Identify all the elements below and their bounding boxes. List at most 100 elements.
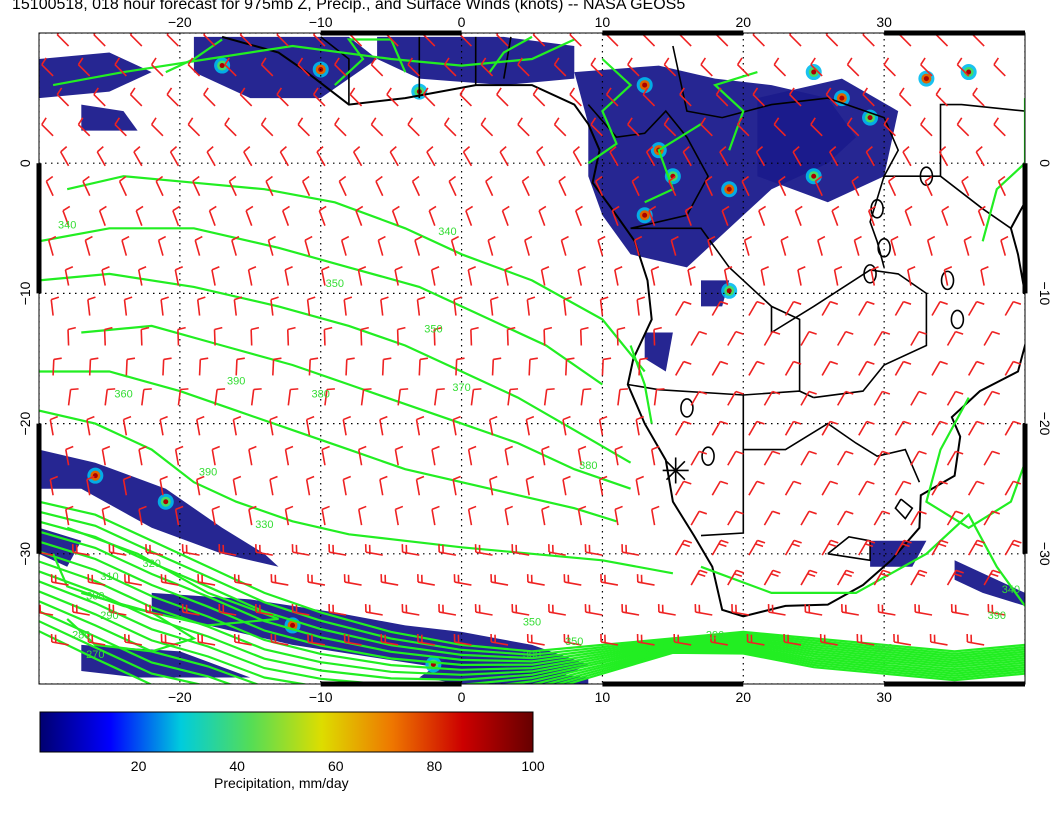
wind-barb <box>286 326 296 346</box>
wind-barb <box>355 205 364 226</box>
wind-barb <box>196 296 206 316</box>
wind-barb <box>598 475 608 496</box>
wind-barb <box>396 326 406 346</box>
wind-barb <box>443 57 457 77</box>
wind-barb <box>577 445 587 466</box>
wind-barb <box>524 235 533 256</box>
wind-barb <box>328 604 347 616</box>
wind-barb <box>397 388 409 406</box>
wind-barb <box>87 296 96 316</box>
wind-barb <box>972 87 985 107</box>
wind-barb <box>491 357 502 376</box>
wind-barb <box>784 420 802 436</box>
wind-barb <box>684 205 693 226</box>
wind-barb <box>541 505 550 526</box>
wind-barb <box>727 450 744 466</box>
lon-tick-top: 10 <box>595 14 611 30</box>
wind-barb <box>580 388 592 406</box>
wind-barb <box>370 117 384 137</box>
wind-barb <box>394 445 404 466</box>
wind-barb <box>145 544 164 556</box>
wind-barb <box>789 33 802 47</box>
wind-barb <box>614 505 623 526</box>
wind-barb <box>487 235 496 256</box>
height-contour <box>488 35 533 73</box>
colorbar-tick: 60 <box>328 758 344 774</box>
wind-barb <box>59 146 70 167</box>
wind-barb <box>783 633 802 646</box>
wind-barb <box>194 235 203 256</box>
wind-barb <box>160 633 179 646</box>
wind-barb <box>114 117 127 137</box>
wind-barb <box>752 33 765 47</box>
wind-barb <box>231 235 240 256</box>
wind-barb <box>817 235 826 256</box>
wind-barb <box>711 539 729 556</box>
wind-barb <box>763 450 781 466</box>
wind-barb <box>956 57 970 77</box>
wind-barb <box>784 300 802 316</box>
wind-barb <box>166 33 180 47</box>
wind-barb <box>548 604 566 616</box>
wind-barb <box>975 146 985 167</box>
wind-barb <box>345 357 355 376</box>
wind-barb <box>93 33 106 47</box>
wind-barb <box>946 569 964 586</box>
wind-barb <box>598 415 608 436</box>
wind-barb <box>836 510 854 526</box>
colorbar-label: Precipitation, mm/day <box>214 775 349 791</box>
wind-barb <box>407 57 420 77</box>
wind-barb <box>663 117 677 137</box>
wind-barb <box>381 357 392 376</box>
wind-barb <box>668 175 677 197</box>
wind-barb <box>851 175 860 197</box>
wind-barb <box>364 544 383 556</box>
wind-barb <box>653 388 665 406</box>
wind-barb <box>450 235 460 256</box>
wind-barb <box>123 296 133 316</box>
wind-barb <box>284 505 294 526</box>
wind-barb <box>894 480 912 496</box>
wind-barb <box>291 544 310 556</box>
wind-barb <box>853 235 862 256</box>
wind-barb <box>250 326 260 346</box>
wind-barb <box>920 57 933 77</box>
wind-barb <box>910 330 927 346</box>
country-border <box>320 36 350 105</box>
wind-barb <box>1004 300 1022 316</box>
wind-barb <box>601 357 612 376</box>
wind-barb <box>150 117 164 137</box>
wind-barb <box>474 544 493 556</box>
wind-barb <box>133 146 143 167</box>
wind-barb <box>674 420 692 436</box>
wind-barb <box>526 574 545 586</box>
wind-barb <box>232 475 242 496</box>
wind-barb <box>187 57 201 77</box>
wind-barb <box>993 117 1006 137</box>
wind-barb <box>690 450 708 466</box>
wind-barb <box>907 266 916 286</box>
wind-barb <box>931 420 948 436</box>
wind-barb <box>218 544 237 556</box>
wind-barb <box>653 326 662 346</box>
wind-barb <box>45 175 54 197</box>
wind-barb <box>71 604 90 616</box>
wind-barbs <box>39 33 1022 646</box>
wind-barb <box>773 57 787 77</box>
wind-barb <box>162 357 172 376</box>
wind-barb <box>727 510 744 526</box>
wind-barb <box>431 505 440 526</box>
wind-barb <box>784 360 802 376</box>
wind-barb <box>821 300 839 316</box>
wind-barb <box>870 266 879 286</box>
wind-barb <box>743 235 753 256</box>
wind-barb <box>155 175 164 197</box>
wind-barb <box>297 57 311 77</box>
wind-barb <box>177 326 186 346</box>
country-border <box>587 104 710 230</box>
wind-barb <box>62 205 71 226</box>
wind-barb <box>983 390 1000 406</box>
wind-barb <box>846 117 860 137</box>
contour-label: 290 <box>100 610 118 622</box>
country-border <box>894 498 914 520</box>
